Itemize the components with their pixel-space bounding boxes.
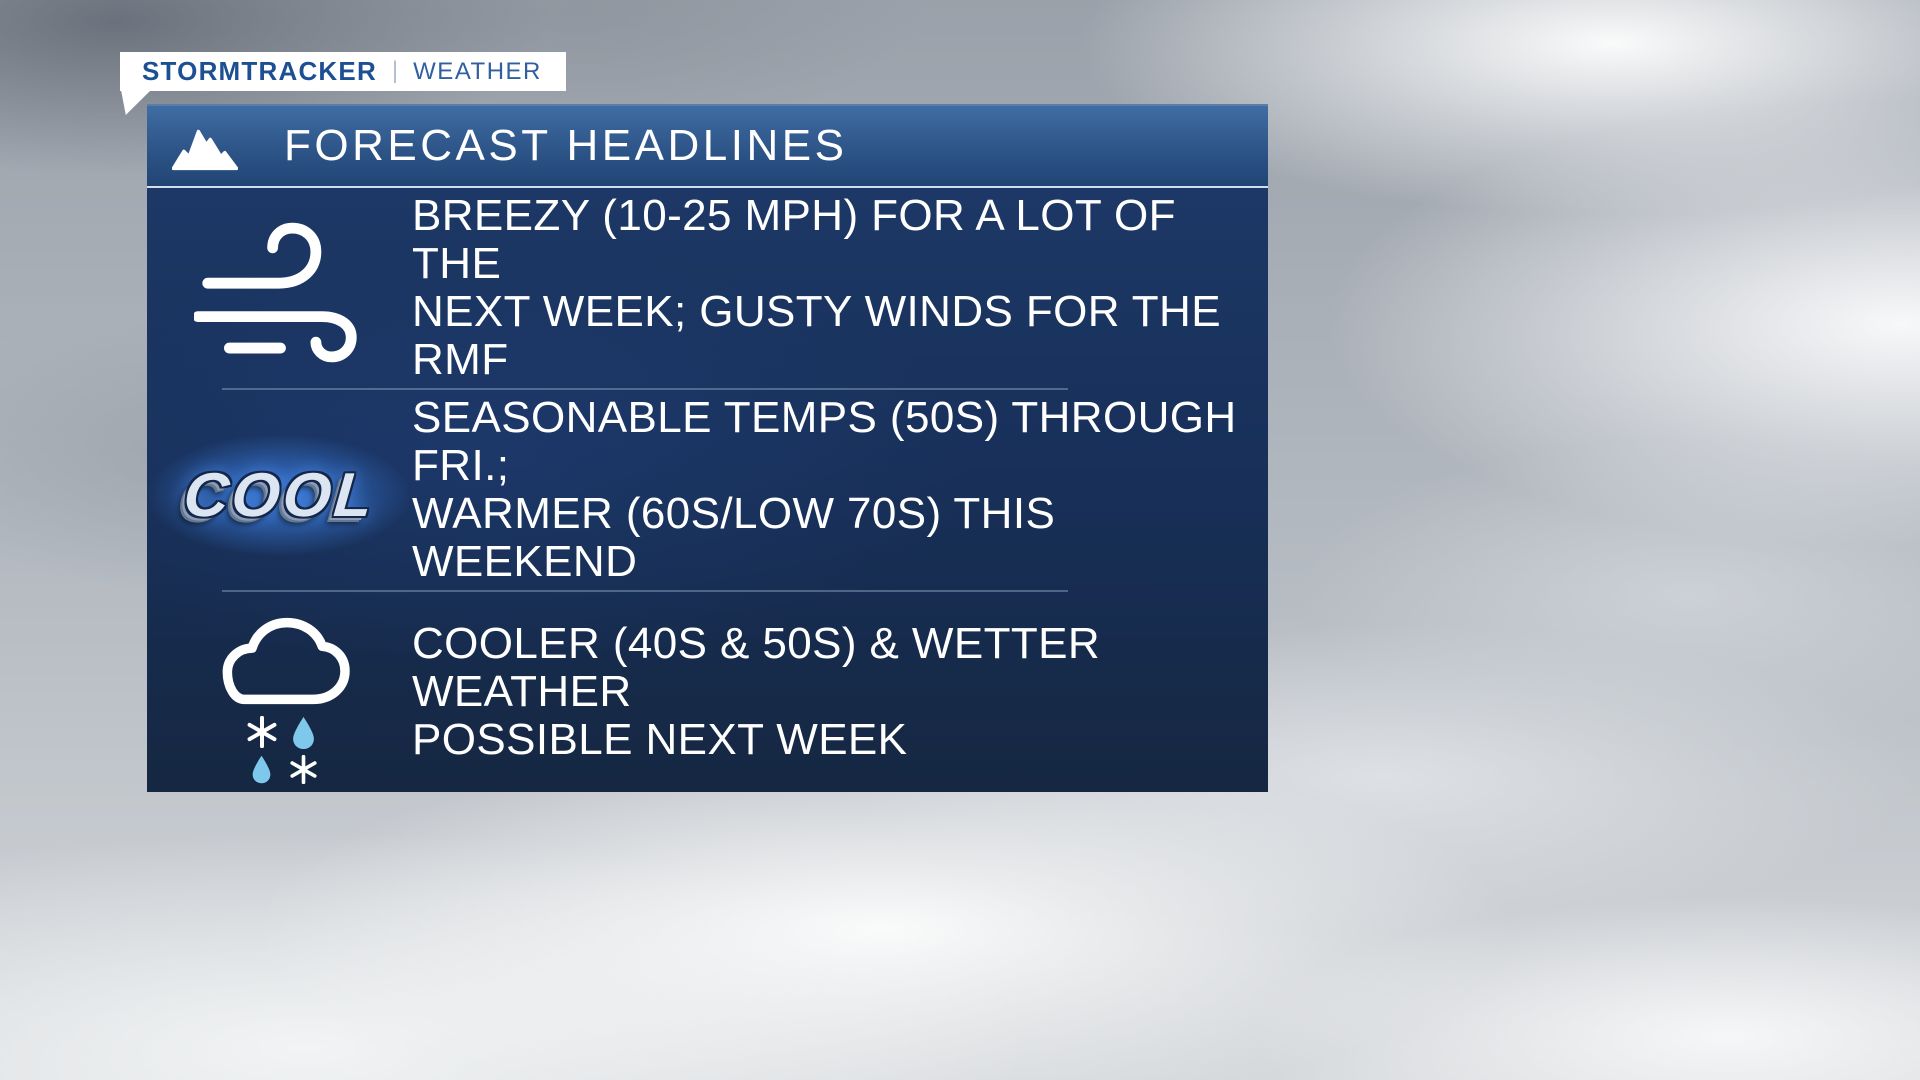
panel-body: BREEZY (10-25 MPH) FOR A LOT OF THE NEXT… [147,188,1268,792]
cloud-snow-rain-icon [197,615,363,784]
precip-icons [245,715,363,784]
forecast-panel: FORECAST HEADLINES BREEZY (10-25 MPH) FO… [147,104,1268,792]
headline-line: BREEZY (10-25 MPH) FOR A LOT OF THE [412,191,1176,288]
forecast-icon-cell [147,601,412,784]
forecast-row-breezy: BREEZY (10-25 MPH) FOR A LOT OF THE NEXT… [147,188,1268,388]
forecast-text-cell: COOLER (40S & 50S) & WETTER WEATHER POSS… [412,620,1268,764]
raindrop-icon [252,755,271,783]
headline-line: SEASONABLE TEMPS (50S) THROUGH FRI.; [412,393,1237,490]
headline-line: NEXT WEEK; GUSTY WINDS FOR THE RMF [412,287,1221,384]
mountain-icon [172,129,238,171]
row-divider [222,590,1068,592]
panel-title: FORECAST HEADLINES [284,121,848,170]
raindrop-icon [293,716,314,749]
forecast-icon-cell [147,208,412,368]
row-divider [222,388,1068,390]
brand-badge: STORMTRACKER | WEATHER [120,52,566,91]
cloud-icon [222,617,350,704]
brand-name: STORMTRACKER [142,56,377,86]
snowflake-icon [290,754,317,784]
headline-line: COOLER (40S & 50S) & WETTER WEATHER [412,619,1101,716]
forecast-text-cell: BREEZY (10-25 MPH) FOR A LOT OF THE NEXT… [412,192,1268,384]
brand-section: WEATHER [413,57,542,85]
headline-line: POSSIBLE NEXT WEEK [412,715,908,764]
panel-header: FORECAST HEADLINES [147,104,1268,188]
wind-gust-icon [193,222,357,363]
badge-separator: | [391,56,399,84]
headline-line: WARMER (60S/LOW 70S) THIS WEEKEND [412,489,1056,586]
forecast-row-seasonable: COOL SEASONABLE TEMPS (50S) THROUGH FRI.… [147,390,1268,590]
snowflake-icon [247,715,276,748]
cool-glow [149,435,410,555]
forecast-text-cell: SEASONABLE TEMPS (50S) THROUGH FRI.; WAR… [412,394,1268,586]
cool-wordmark-text: COOL [180,460,379,530]
forecast-row-cooler: COOLER (40S & 50S) & WETTER WEATHER POSS… [147,592,1268,792]
forecast-icon-cell: COOL [147,435,412,555]
cool-3d-wordmark: COOL [149,435,410,555]
